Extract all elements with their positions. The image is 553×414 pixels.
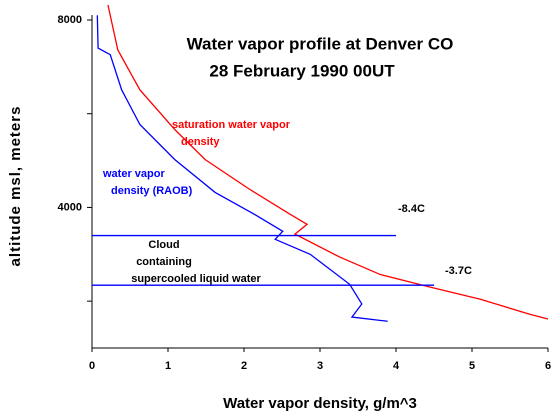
x-tick-label: 0 bbox=[89, 360, 95, 372]
series-label: saturation water vapor bbox=[172, 119, 291, 131]
y-tick-label: 8000 bbox=[58, 14, 82, 26]
chart-title: 28 February 1990 00UT bbox=[209, 61, 395, 80]
x-axis-title: Water vapor density, g/m^3 bbox=[223, 395, 417, 412]
cloud-label: supercooled liquid water bbox=[131, 273, 261, 285]
series-label: density (RAOB) bbox=[111, 185, 193, 197]
x-tick-label: 4 bbox=[393, 360, 400, 372]
cloud-label: containing bbox=[136, 256, 192, 268]
x-tick-label: 2 bbox=[241, 360, 247, 372]
series-line bbox=[96, 15, 388, 322]
cloud-label: Cloud bbox=[148, 239, 179, 251]
temperature-label: -3.7C bbox=[445, 265, 472, 277]
temperature-label: -8.4C bbox=[398, 203, 425, 215]
series-label: water vapor bbox=[102, 168, 165, 180]
x-tick-label: 5 bbox=[469, 360, 475, 372]
x-tick-label: 6 bbox=[545, 360, 551, 372]
y-axis-title: altitude msl, meters bbox=[7, 106, 24, 267]
series-line bbox=[107, 4, 549, 320]
x-tick-label: 1 bbox=[165, 360, 171, 372]
chart-title: Water vapor profile at Denver CO bbox=[187, 34, 454, 53]
series-label: density bbox=[181, 136, 220, 148]
y-tick-label: 4000 bbox=[58, 201, 82, 213]
x-tick-label: 3 bbox=[317, 360, 323, 372]
